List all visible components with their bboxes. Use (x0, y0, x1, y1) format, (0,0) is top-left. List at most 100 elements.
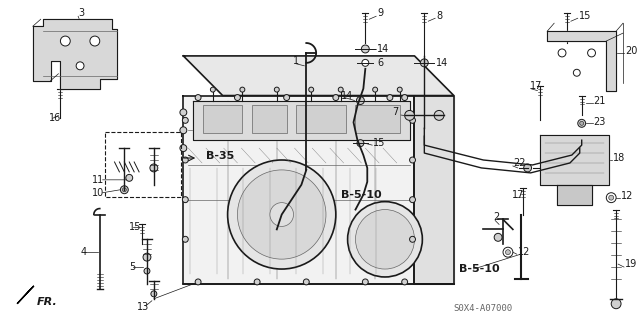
Text: 1: 1 (292, 56, 299, 66)
Circle shape (402, 279, 408, 285)
Circle shape (387, 95, 393, 100)
Circle shape (180, 145, 187, 152)
Circle shape (588, 49, 595, 57)
Circle shape (182, 117, 188, 123)
Circle shape (410, 157, 415, 163)
Circle shape (356, 97, 364, 105)
Circle shape (362, 60, 369, 66)
Circle shape (611, 299, 621, 309)
Text: B-5-10: B-5-10 (340, 190, 381, 200)
Circle shape (60, 36, 70, 46)
Text: 12: 12 (621, 191, 634, 201)
Circle shape (410, 236, 415, 242)
Text: B-5-10: B-5-10 (459, 264, 499, 274)
Text: 20: 20 (625, 46, 637, 56)
Circle shape (182, 236, 188, 242)
Circle shape (76, 62, 84, 70)
Circle shape (254, 279, 260, 285)
Circle shape (434, 110, 444, 120)
Text: 14: 14 (436, 58, 449, 68)
Circle shape (180, 127, 187, 134)
Text: FR.: FR. (36, 297, 58, 307)
Bar (355, 106, 400, 133)
Circle shape (410, 117, 415, 123)
Circle shape (558, 49, 566, 57)
Circle shape (275, 87, 279, 92)
Circle shape (333, 95, 339, 100)
Text: 9: 9 (377, 8, 383, 18)
Circle shape (182, 197, 188, 203)
Polygon shape (547, 31, 616, 91)
Polygon shape (183, 96, 415, 284)
Circle shape (348, 202, 422, 277)
Polygon shape (415, 96, 454, 284)
Circle shape (357, 140, 364, 147)
Text: 15: 15 (579, 11, 591, 21)
Circle shape (573, 69, 580, 76)
Circle shape (578, 119, 586, 127)
Polygon shape (33, 19, 118, 89)
Circle shape (524, 164, 532, 172)
Text: 12: 12 (518, 247, 530, 257)
Circle shape (195, 279, 201, 285)
Circle shape (606, 193, 616, 203)
Text: 11: 11 (92, 175, 104, 185)
Text: S0X4-A07000: S0X4-A07000 (454, 304, 513, 313)
Circle shape (120, 186, 128, 194)
Text: 16: 16 (49, 113, 61, 124)
Circle shape (372, 87, 378, 92)
Circle shape (122, 188, 126, 192)
Text: 21: 21 (593, 96, 606, 106)
Circle shape (410, 197, 415, 203)
Text: B-35: B-35 (206, 151, 234, 161)
Circle shape (339, 87, 343, 92)
Text: 17: 17 (529, 81, 542, 91)
Circle shape (284, 95, 289, 100)
Circle shape (362, 45, 369, 53)
Circle shape (228, 160, 336, 269)
Text: 18: 18 (613, 153, 625, 163)
Circle shape (195, 95, 201, 100)
Text: 7: 7 (392, 108, 398, 117)
Circle shape (308, 87, 314, 92)
Circle shape (211, 87, 215, 92)
Circle shape (397, 87, 402, 92)
Circle shape (90, 36, 100, 46)
Circle shape (270, 203, 294, 227)
Text: 4: 4 (80, 247, 86, 257)
Text: 14: 14 (340, 91, 353, 100)
Text: 23: 23 (593, 117, 606, 127)
Circle shape (362, 279, 368, 285)
Circle shape (143, 253, 151, 261)
Text: 15: 15 (129, 222, 141, 232)
Bar (296, 106, 346, 133)
Circle shape (234, 95, 241, 100)
Text: 13: 13 (137, 302, 149, 312)
Circle shape (240, 87, 245, 92)
Polygon shape (193, 100, 410, 140)
Circle shape (609, 195, 614, 200)
Circle shape (182, 157, 188, 163)
Circle shape (150, 164, 158, 172)
Circle shape (402, 95, 408, 100)
Bar (252, 106, 287, 133)
Text: 22: 22 (513, 158, 525, 168)
Text: 15: 15 (373, 138, 385, 148)
Text: 5: 5 (129, 262, 136, 272)
Circle shape (355, 210, 415, 269)
Polygon shape (183, 56, 454, 96)
Text: 19: 19 (625, 259, 637, 269)
Text: 8: 8 (436, 11, 442, 21)
Circle shape (126, 174, 132, 181)
Polygon shape (17, 286, 34, 304)
Circle shape (503, 247, 513, 257)
Circle shape (580, 121, 584, 125)
Text: 2: 2 (493, 212, 499, 222)
Text: 3: 3 (78, 8, 84, 18)
Circle shape (506, 250, 510, 255)
Polygon shape (540, 135, 609, 185)
Circle shape (420, 59, 428, 67)
Text: 14: 14 (377, 44, 389, 54)
Circle shape (404, 110, 415, 120)
Polygon shape (557, 185, 591, 204)
